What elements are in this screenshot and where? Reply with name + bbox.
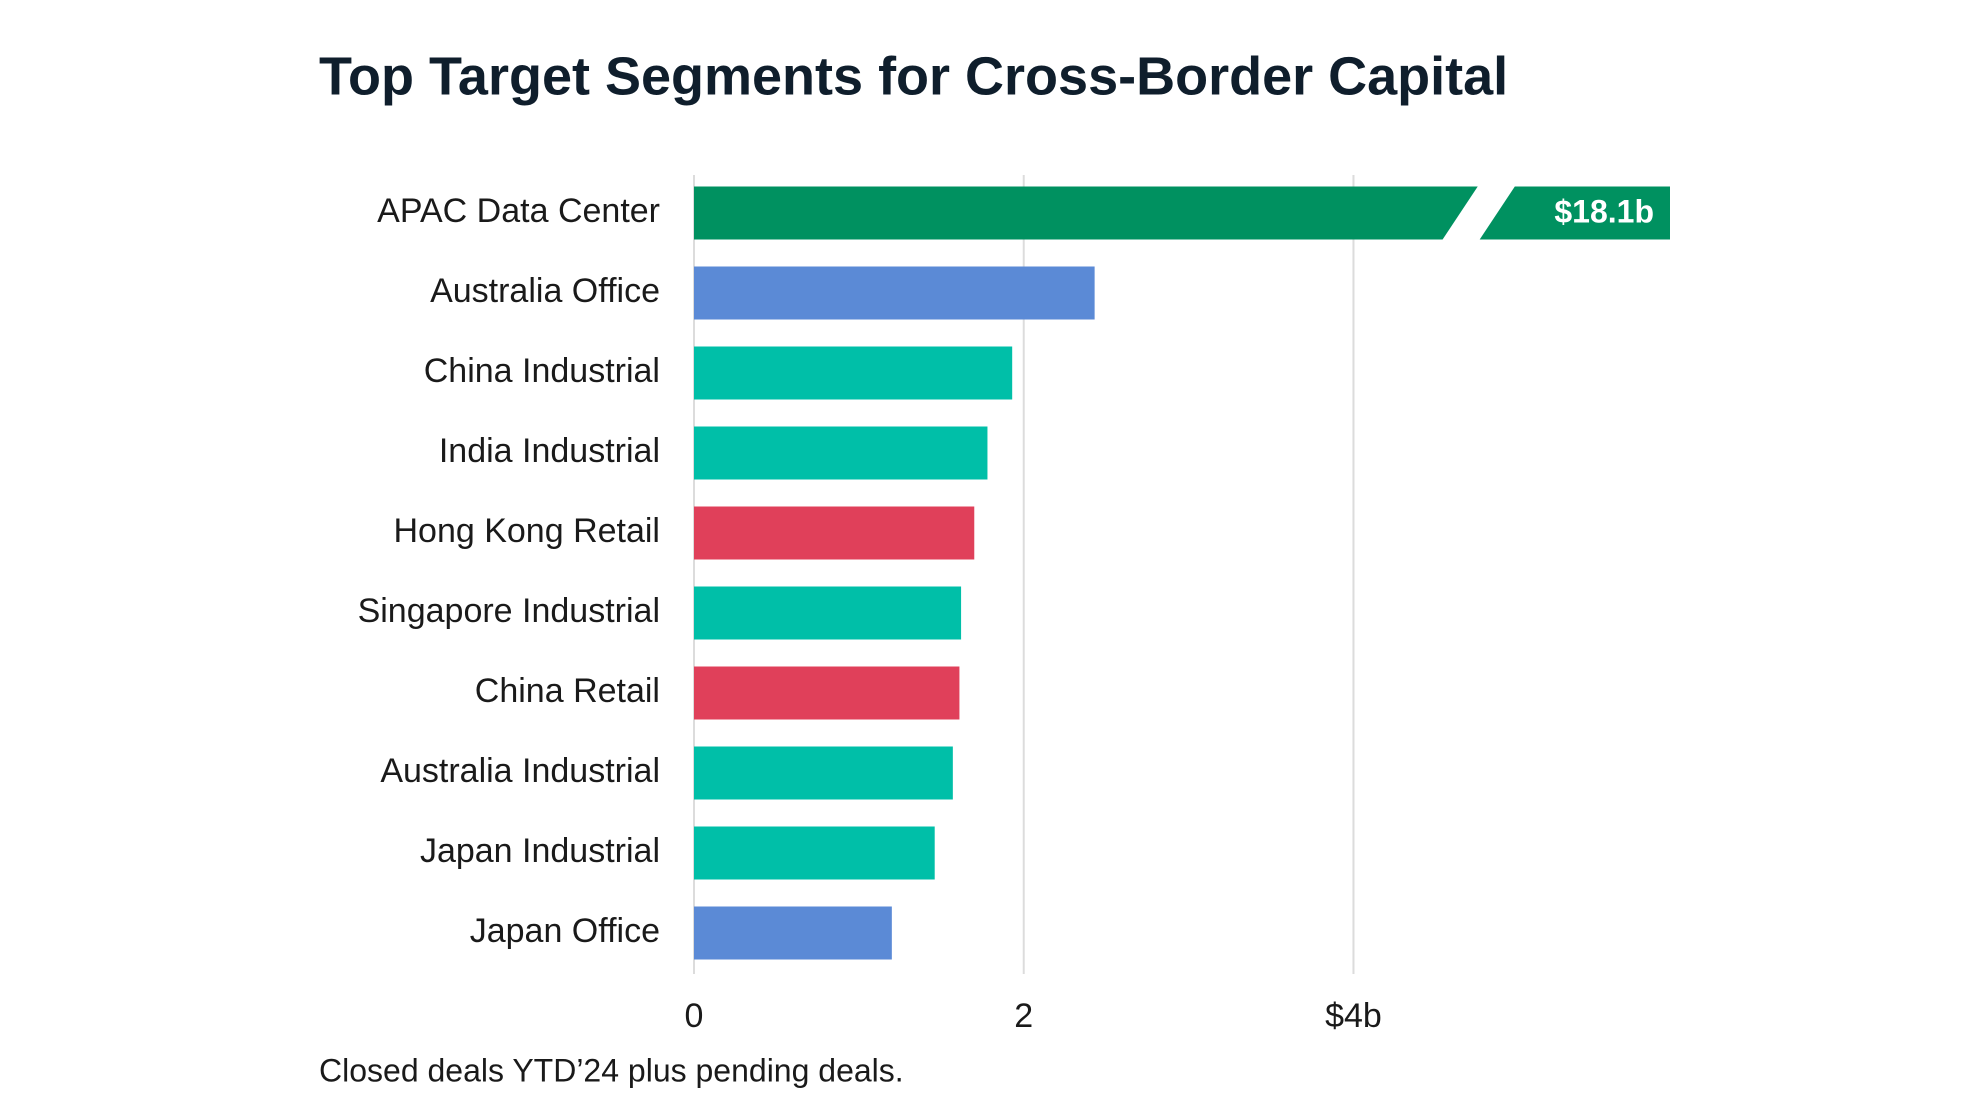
bar — [694, 266, 1095, 320]
y-tick-label: India Industrial — [439, 432, 660, 470]
bar — [694, 586, 962, 640]
y-tick-label: Hong Kong Retail — [393, 512, 660, 550]
bar — [694, 346, 1013, 400]
footnote: Closed deals YTD’24 plus pending deals. — [319, 1052, 904, 1088]
y-tick-label: China Industrial — [424, 352, 660, 390]
y-tick-label: Japan Industrial — [420, 832, 660, 870]
x-tick-label: $4b — [1325, 997, 1382, 1035]
bar — [694, 506, 975, 560]
y-tick-label: APAC Data Center — [377, 192, 660, 230]
bar — [694, 666, 960, 720]
bar — [694, 746, 953, 800]
chart-title: Top Target Segments for Cross-Border Cap… — [319, 46, 1508, 106]
y-tick-label: Japan Office — [470, 912, 660, 950]
y-tick-label: Australia Industrial — [380, 752, 660, 790]
bar — [694, 906, 892, 960]
y-tick-label: Singapore Industrial — [358, 592, 660, 630]
y-tick-label: China Retail — [475, 672, 660, 710]
x-tick-label: 0 — [685, 997, 704, 1035]
data-label: $18.1b — [1554, 193, 1654, 229]
bar — [694, 826, 935, 880]
y-tick-label: Australia Office — [430, 272, 660, 310]
bar — [694, 426, 988, 480]
bar — [1479, 186, 1670, 240]
bar — [694, 186, 1478, 240]
x-tick-label: 2 — [1014, 997, 1033, 1035]
